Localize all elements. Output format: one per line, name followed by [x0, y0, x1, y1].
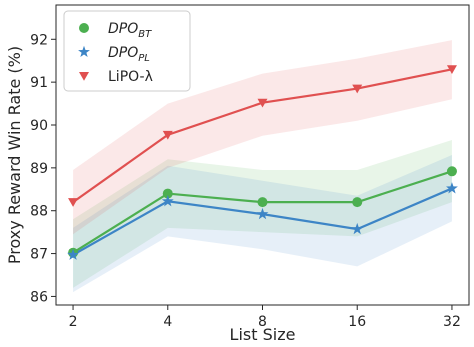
y-axis-ticks: 86 87 88 89 90 91 92	[30, 32, 56, 305]
marker-series-0-point-4	[446, 166, 457, 177]
y-tick-label: 91	[30, 75, 48, 91]
x-tick-label: 32	[443, 314, 461, 330]
x-tick-label: 2	[69, 314, 78, 330]
y-tick-label: 89	[30, 161, 48, 177]
legend-marker-2	[79, 72, 89, 81]
legend-label-2: LiPO-λ	[108, 69, 153, 85]
marker-series-1-point-1	[161, 195, 174, 207]
y-tick-label: 88	[30, 204, 48, 220]
series-markers	[67, 65, 458, 260]
marker-series-0-point-2	[257, 197, 268, 208]
x-tick-label: 4	[163, 314, 172, 330]
y-tick-label: 87	[30, 247, 48, 263]
y-tick-label: 92	[30, 32, 48, 48]
legend-label-0: DPOBT	[108, 21, 152, 40]
x-axis-ticks: 2 4 8 16 32	[69, 305, 461, 330]
marker-series-2-point-1	[162, 130, 173, 140]
legend-box	[63, 10, 191, 92]
y-tick-label: 86	[30, 289, 48, 305]
x-axis-label: List Size	[230, 325, 296, 344]
y-tick-label: 90	[30, 118, 48, 134]
y-axis-label: Proxy Reward Win Rate (%)	[5, 46, 24, 264]
x-tick-label: 8	[258, 314, 267, 330]
marker-series-2-point-0	[68, 198, 79, 207]
marker-series-0-point-1	[162, 188, 173, 199]
marker-series-0-point-3	[352, 197, 363, 208]
marker-series-2-point-2	[257, 98, 268, 108]
marker-series-1-point-4	[446, 182, 458, 194]
marker-series-2-point-4	[446, 65, 457, 75]
marker-series-2-point-3	[352, 84, 363, 94]
marker-series-1-point-2	[256, 207, 269, 220]
marker-series-1-point-0	[67, 248, 79, 260]
legend-marker-0	[79, 23, 89, 33]
legend: DPOBT DPOPL LiPO-λ	[63, 10, 191, 92]
legend-marker-1	[78, 45, 90, 58]
x-tick-label: 16	[348, 314, 366, 330]
legend-label-1: DPOPL	[108, 45, 150, 64]
marker-series-1-point-3	[351, 222, 364, 235]
